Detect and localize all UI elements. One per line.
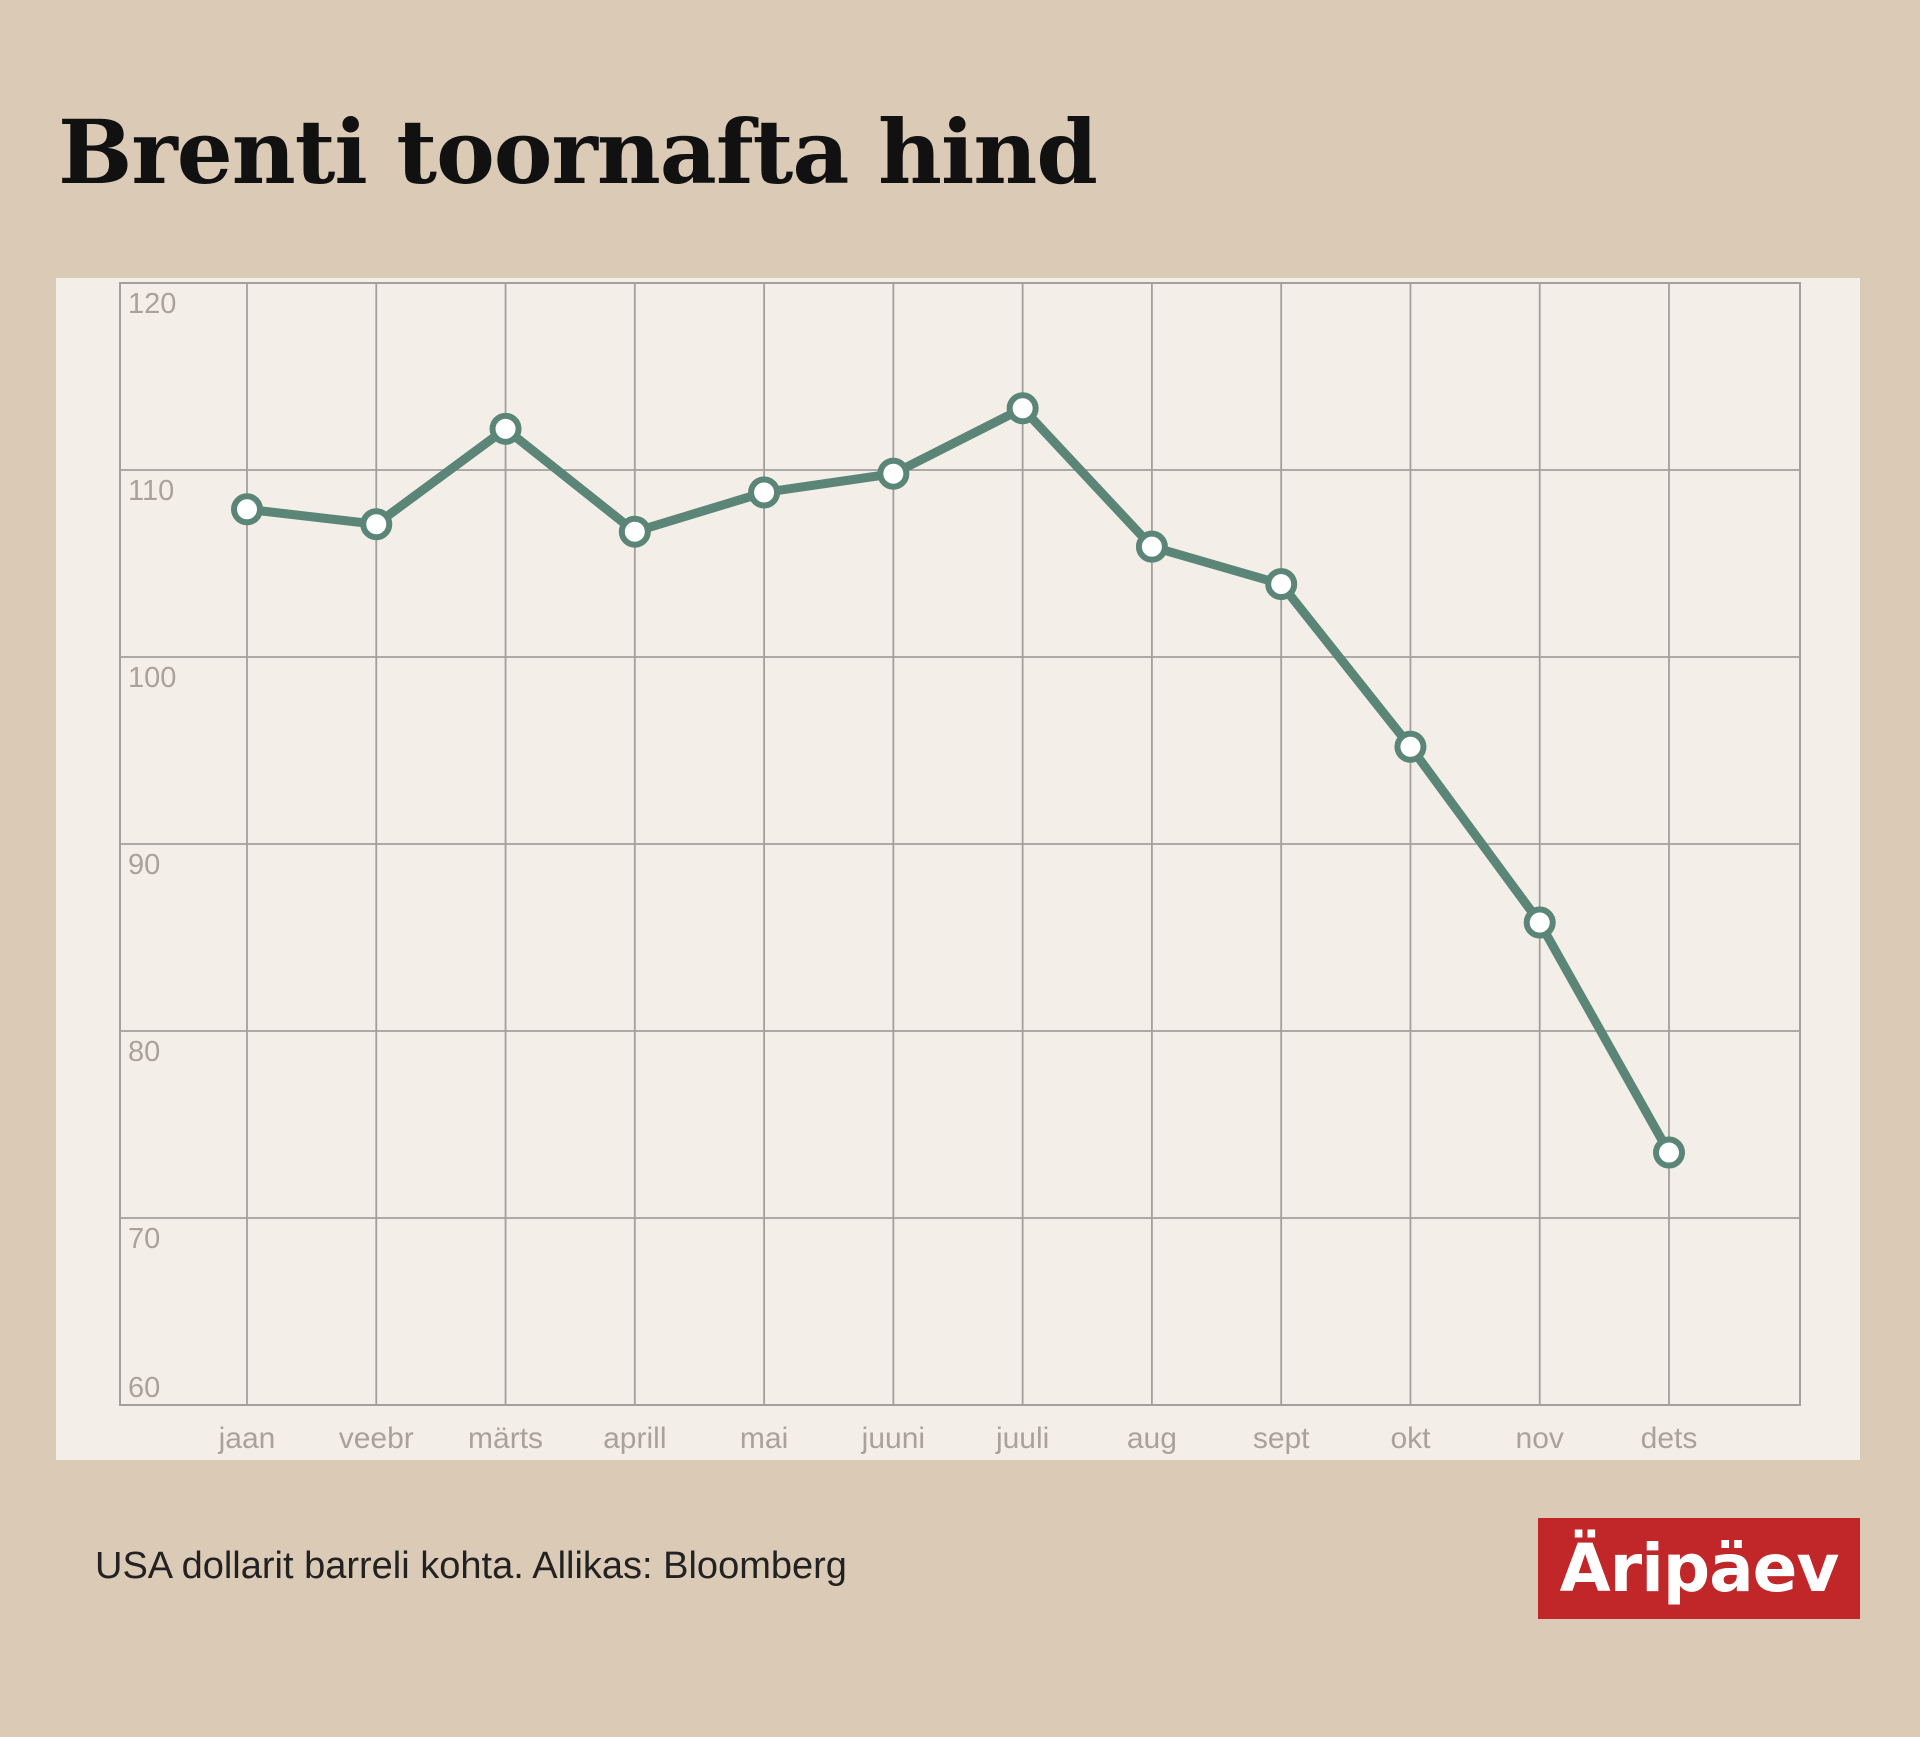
y-tick-label: 60 (128, 1372, 160, 1404)
series (231, 392, 1685, 1169)
data-point (1265, 568, 1298, 601)
x-axis-ticks: jaan veebr märts aprill mai juuni juuli aug sept… (218, 1422, 1698, 1455)
data-point (1006, 392, 1039, 425)
x-tick-label: mai (740, 1422, 788, 1455)
y-axis-ticks: 120 110 100 90 80 70 60 (128, 288, 176, 1404)
x-tick-label: aug (1127, 1422, 1177, 1455)
data-point (489, 412, 522, 445)
y-tick-label: 80 (128, 1036, 160, 1068)
data-point (231, 493, 263, 526)
data-point (748, 476, 781, 509)
aripaev-logo: Äripäev (1538, 1518, 1860, 1619)
x-tick-label: nov (1516, 1422, 1564, 1455)
source-note: USA dollarit barreli kohta. Allikas: Blo… (95, 1545, 847, 1587)
x-tick-label: dets (1641, 1422, 1698, 1455)
y-tick-label: 100 (128, 662, 176, 694)
chart-title: Brenti toornafta hind (58, 100, 1098, 204)
data-point (1523, 906, 1556, 939)
chart-panel: 120 110 100 90 80 70 60 jaan veebr märts aprill ma… (56, 278, 1860, 1460)
grid (119, 282, 1801, 1406)
x-tick-label: okt (1390, 1422, 1431, 1455)
data-point (877, 457, 910, 490)
data-point (1394, 730, 1427, 763)
x-tick-label: jaan (218, 1422, 276, 1455)
y-tick-label: 70 (128, 1223, 160, 1255)
y-tick-label: 90 (128, 849, 160, 881)
x-tick-label: sept (1253, 1422, 1310, 1455)
x-tick-label: juuli (995, 1422, 1049, 1455)
x-tick-label: veebr (339, 1422, 414, 1455)
logo-text: Äripäev (1559, 1529, 1840, 1607)
data-point (1135, 530, 1168, 563)
data-point (360, 508, 393, 541)
series-line (242, 403, 1674, 1158)
x-tick-label: juuni (861, 1422, 925, 1455)
data-point (618, 515, 651, 548)
x-tick-label: aprill (603, 1422, 666, 1455)
y-tick-label: 110 (128, 475, 174, 507)
data-point (1653, 1136, 1685, 1169)
y-tick-label: 120 (128, 288, 176, 320)
line-chart: 120 110 100 90 80 70 60 jaan veebr märts aprill ma… (119, 282, 1801, 1455)
x-tick-label: märts (468, 1422, 543, 1455)
